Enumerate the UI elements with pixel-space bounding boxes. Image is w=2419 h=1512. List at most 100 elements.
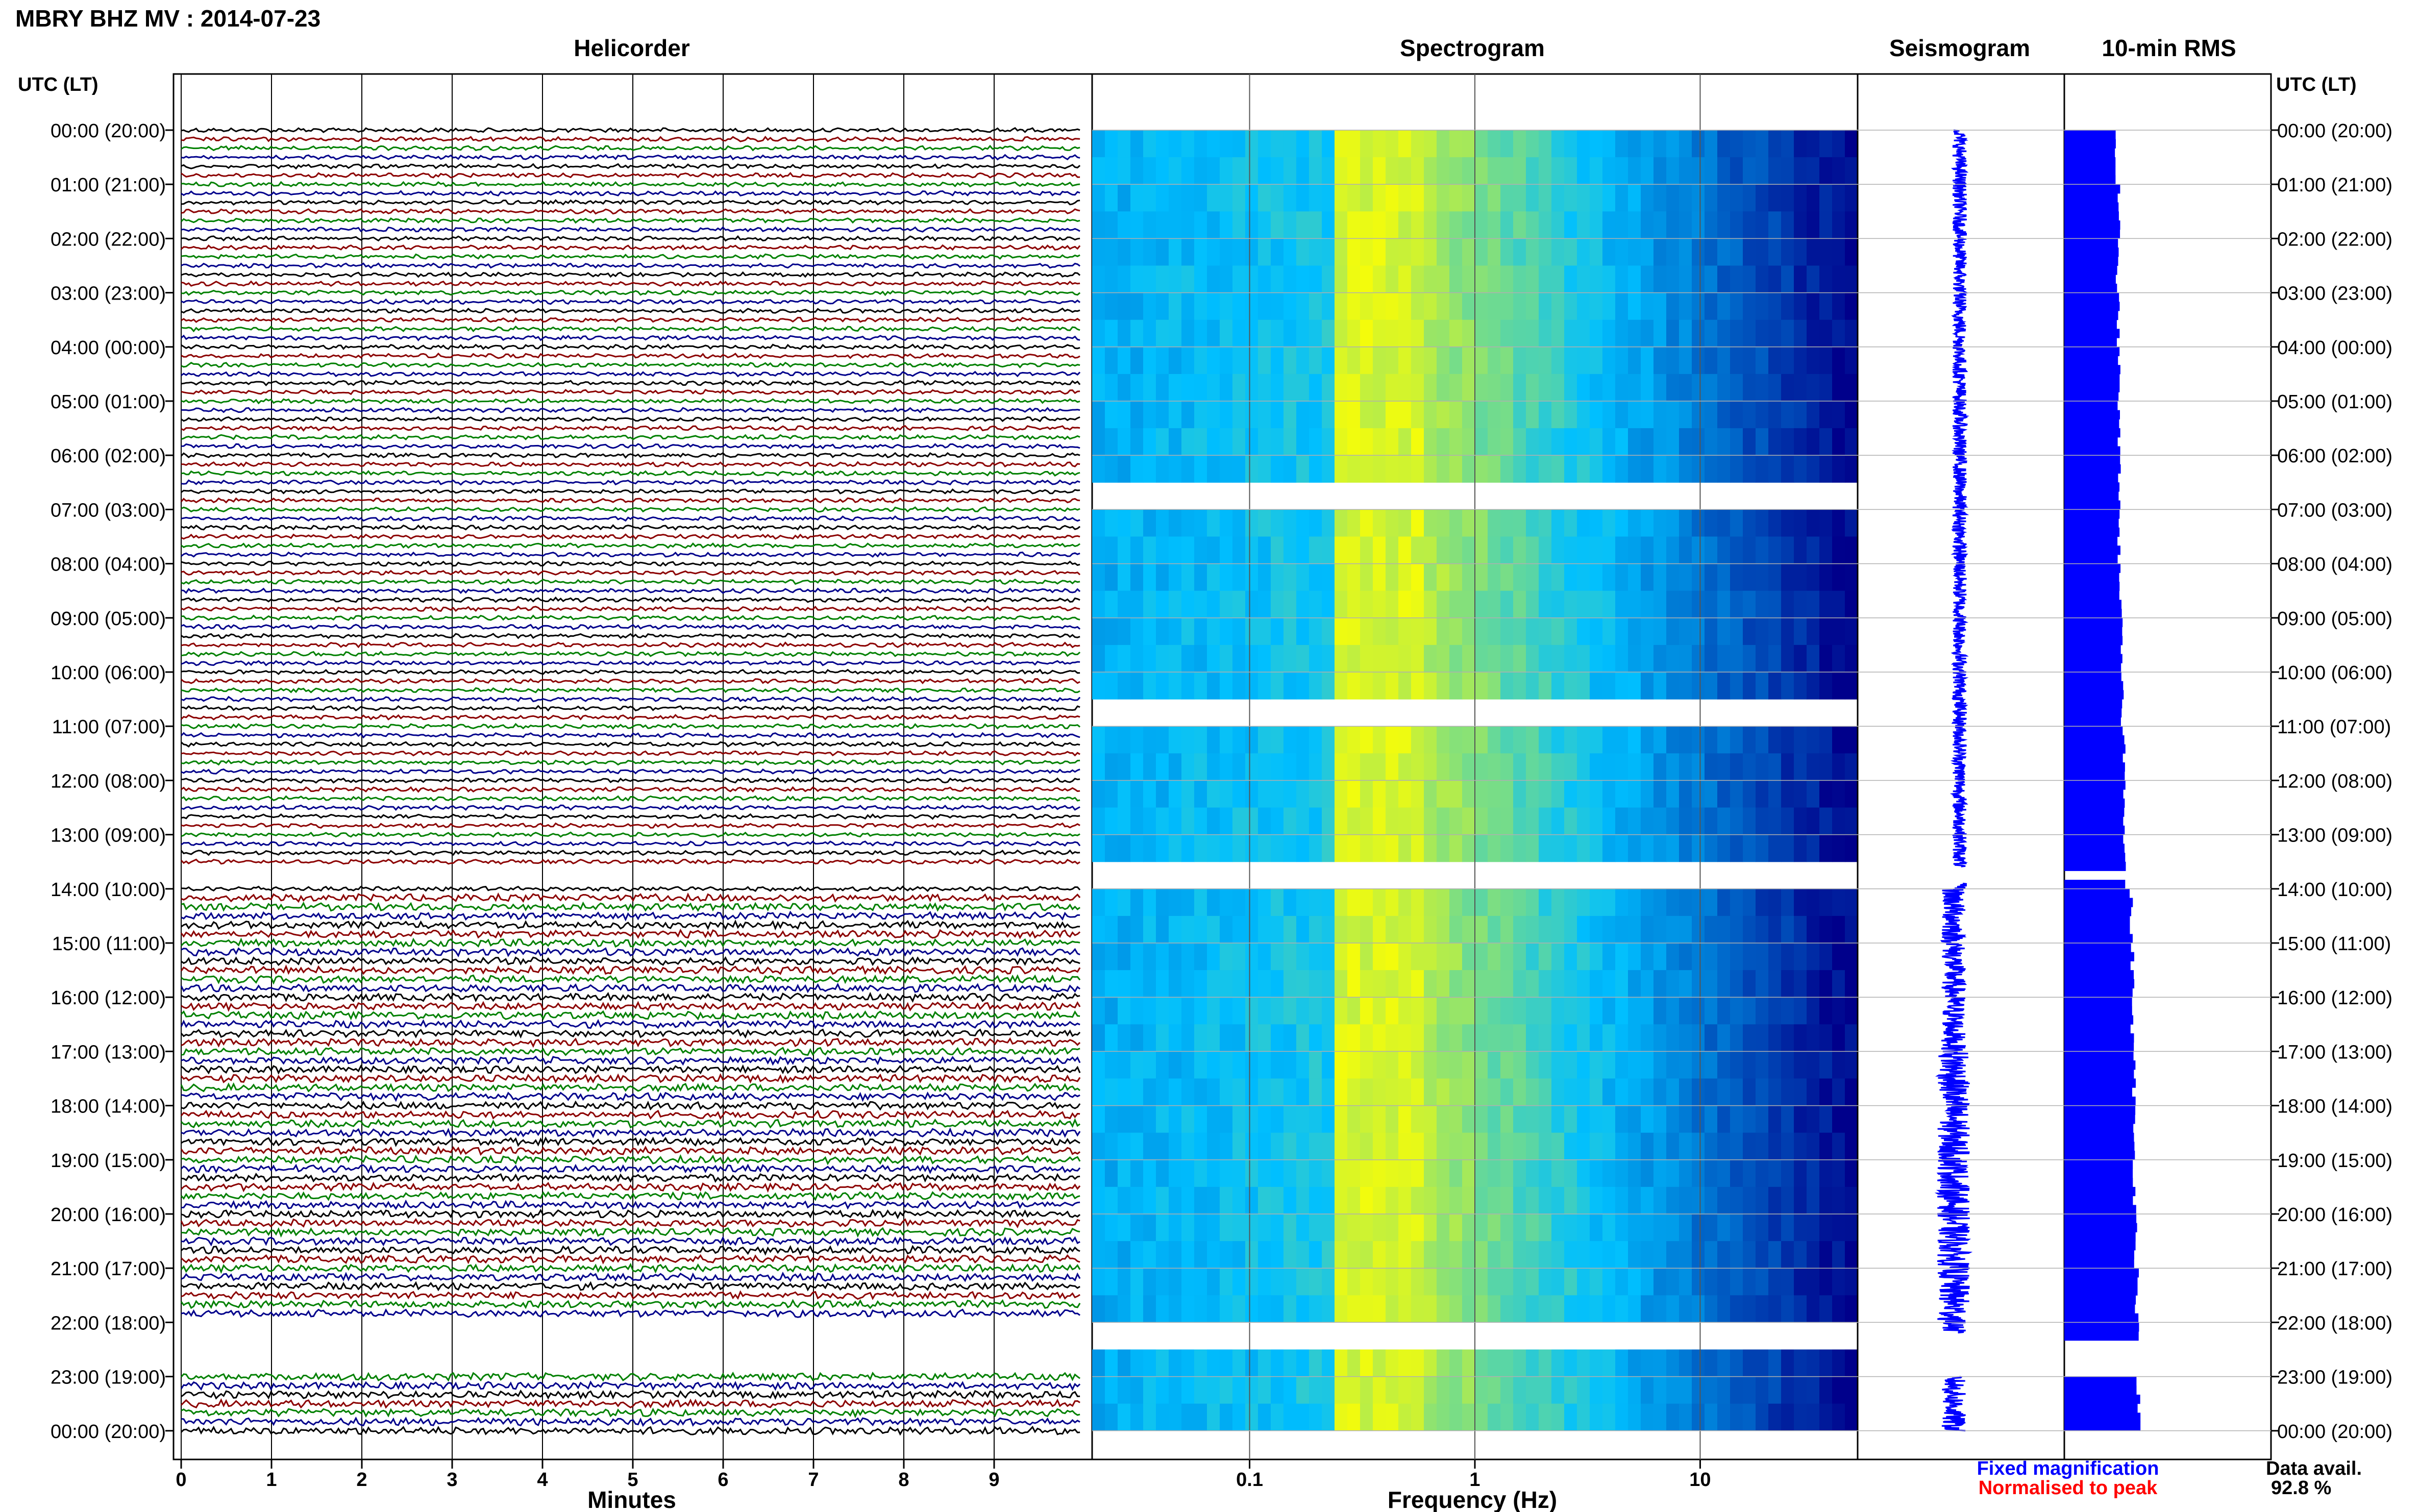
spectrogram-cell (1360, 753, 1373, 781)
rms-bar (2064, 202, 2119, 212)
rms-bar (2064, 1096, 2136, 1106)
helicorder-trace (180, 1380, 1081, 1391)
rms-bar (2064, 834, 2124, 844)
spectrogram-cell (1424, 401, 1437, 429)
spectrogram-cell (1794, 374, 1807, 402)
spectrogram-cell (1602, 970, 1616, 998)
rms-bar (2064, 1159, 2133, 1169)
spectrogram-cell (1283, 1268, 1297, 1296)
spectrogram-cell (1475, 292, 1488, 320)
spectrogram-cell (1245, 374, 1258, 402)
spectrogram-cell (1398, 997, 1412, 1025)
helicorder-trace (180, 1262, 1081, 1274)
rms-bar (2064, 455, 2120, 465)
rms-bar (2064, 844, 2125, 853)
spectrogram-cell (1373, 374, 1386, 402)
spectrogram-cell (1602, 726, 1616, 754)
helicorder-trace (180, 244, 1081, 251)
spectrogram-cell (1411, 997, 1424, 1025)
rms-bar (2064, 311, 2118, 320)
spectrogram-cell (1551, 1105, 1565, 1133)
helicorder-trace (180, 982, 1081, 994)
spectrogram-cell (1679, 1159, 1692, 1187)
spectrogram-cell (1730, 509, 1743, 537)
helicorder-trace (181, 992, 1080, 1003)
spectrogram-cell (1513, 428, 1526, 456)
spectrogram-cell (1743, 753, 1756, 781)
spectrogram-cell (1118, 753, 1131, 781)
spectrogram-cell (1449, 157, 1463, 185)
spectrogram-cell (1386, 428, 1399, 456)
helicorder-trace (181, 280, 1080, 287)
spectrogram-cell (1590, 915, 1603, 944)
spectrogram-cell (1271, 1078, 1284, 1106)
spectrogram-cell (1551, 1159, 1565, 1187)
spectrogram-cell (1424, 265, 1437, 293)
spectrogram-cell (1500, 1186, 1514, 1214)
spectrogram-cell (1832, 455, 1845, 483)
spectrogram-cell (1398, 238, 1412, 266)
spectrogram-cell (1232, 834, 1246, 862)
spectrogram-cell (1398, 1403, 1412, 1431)
seismogram-panel (1857, 73, 2065, 1460)
spectrogram-cell (1615, 1376, 1628, 1404)
spectrogram-cell (1207, 1105, 1220, 1133)
spectrogram-cell (1220, 1349, 1233, 1377)
spectrogram-cell (1743, 645, 1756, 673)
spectrogram-cell (1845, 1349, 1858, 1377)
spectrogram-cell (1181, 1051, 1195, 1079)
spectrogram-cell (1602, 1132, 1616, 1160)
spectrogram-cell (1118, 374, 1131, 402)
rms-bar (2064, 1250, 2134, 1259)
spectrogram-cell (1386, 130, 1399, 158)
spectrogram-cell (1730, 1295, 1743, 1323)
spectrogram-cell (1705, 238, 1718, 266)
spectrogram-cell (1539, 536, 1552, 564)
spectrogram-cell (1551, 1078, 1565, 1106)
spectrogram-cell (1245, 997, 1258, 1025)
spectrogram-cell (1845, 1186, 1858, 1214)
spectrogram-cell (1283, 455, 1297, 483)
spectrogram-cell (1807, 401, 1820, 429)
spectrogram-cell (1564, 536, 1577, 564)
spectrogram-cell (1169, 1268, 1182, 1296)
spectrogram-cell (1207, 943, 1220, 971)
spectrogram-cell (1398, 374, 1412, 402)
rms-bar (2064, 220, 2120, 230)
spectrogram-cell (1347, 1268, 1361, 1296)
spectrogram-cell (1245, 238, 1258, 266)
spectrogram-cell (1475, 509, 1488, 537)
spectrogram-cell (1819, 753, 1833, 781)
rms-bar (2064, 789, 2124, 799)
spectrogram-cell (1641, 915, 1654, 944)
spectrogram-cell (1526, 401, 1539, 429)
spectrogram-cell (1819, 184, 1833, 212)
spectrogram-cell (1768, 346, 1782, 375)
spectrogram-cell (1819, 211, 1833, 239)
spectrogram-cell (1360, 509, 1373, 537)
helicorder-trace (180, 1191, 1080, 1201)
spectrogram-cell (1641, 1295, 1654, 1323)
spectrogram-cell (1666, 1159, 1680, 1187)
spectrogram-cell (1551, 374, 1565, 402)
spectrogram-cell (1526, 211, 1539, 239)
spectrogram-cell (1539, 1349, 1552, 1377)
spectrogram-cell (1602, 617, 1616, 646)
spectrogram-cell (1156, 401, 1169, 429)
spectrogram-cell (1743, 1078, 1756, 1106)
spectrogram-cell (1449, 1132, 1463, 1160)
spectrogram-cell (1781, 265, 1794, 293)
spectrogram-cell (1207, 807, 1220, 835)
spectrogram-cell (1551, 672, 1565, 700)
spectrogram-cell (1092, 1051, 1105, 1079)
hour-label-left: 00:00 (20:00) (51, 1421, 166, 1443)
spectrogram-cell (1092, 265, 1105, 293)
spectrogram-cell (1475, 536, 1488, 564)
spectrogram-cell (1245, 292, 1258, 320)
helicorder-trace (181, 795, 1080, 802)
spectrogram-cell (1220, 1024, 1233, 1052)
spectrogram-cell (1449, 997, 1463, 1025)
spectrogram-cell (1232, 915, 1246, 944)
spectrogram-cell (1258, 184, 1271, 212)
spectrogram-cell (1322, 997, 1335, 1025)
